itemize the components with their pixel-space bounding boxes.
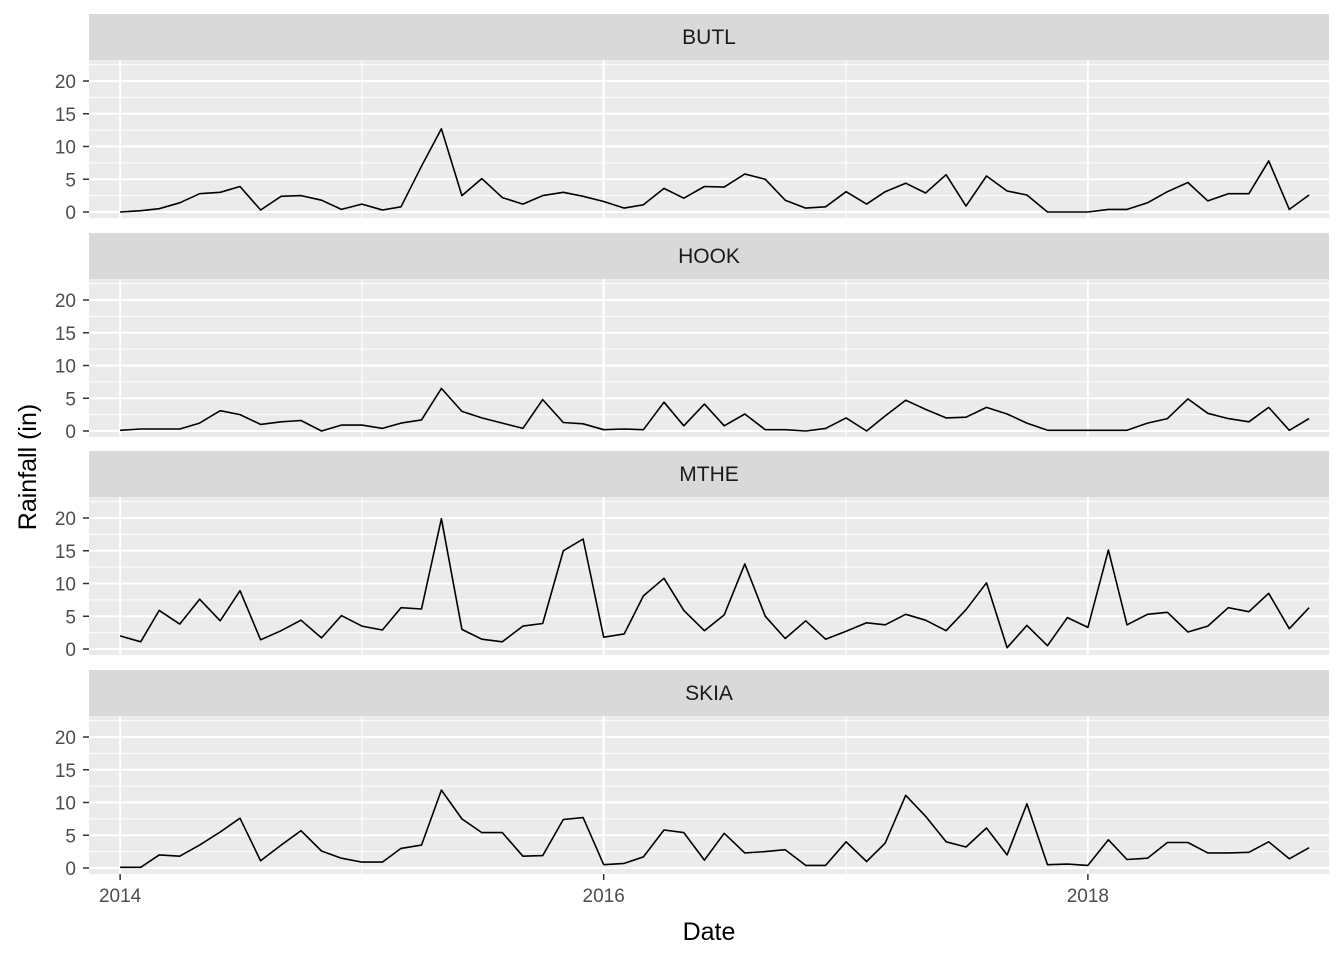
y-tick-label: 0 <box>65 640 76 661</box>
facet-strip-label: HOOK <box>678 245 740 268</box>
y-tick-label: 5 <box>65 607 76 628</box>
facet-panel-mthe: MTHE 0 5 10 15 20 <box>55 451 1329 661</box>
x-axis: 2014 2016 2018 <box>99 874 1109 907</box>
y-tick-label: 5 <box>65 826 76 847</box>
facet-strip <box>89 451 1329 497</box>
y-tick-label: 20 <box>55 728 76 749</box>
facet-panel-skia: SKIA 0 5 10 15 20 <box>55 670 1329 880</box>
y-tick-label: 15 <box>55 105 76 126</box>
facet-strip <box>89 233 1329 279</box>
y-tick-label: 10 <box>55 794 76 815</box>
panel-background <box>89 716 1329 874</box>
y-tick-label: 0 <box>65 422 76 443</box>
y-tick-label: 10 <box>55 357 76 378</box>
y-tick-label: 5 <box>65 170 76 191</box>
facet-strip <box>89 14 1329 60</box>
y-tick-label: 0 <box>65 203 76 224</box>
y-tick-label: 20 <box>55 291 76 312</box>
x-axis-title: Date <box>683 918 736 946</box>
facet-panels: BUTL05101520HOOK05101520MTHE05101520SKIA… <box>55 14 1329 880</box>
series-line-butl <box>120 128 1310 213</box>
facet-strip-label: SKIA <box>685 682 733 705</box>
y-tick-label: 5 <box>65 389 76 410</box>
x-tick-label: 2014 <box>99 886 142 907</box>
y-tick-label: 15 <box>55 324 76 345</box>
series-line-skia <box>120 789 1310 869</box>
facet-strip <box>89 670 1329 716</box>
y-tick-label: 15 <box>55 542 76 563</box>
facet-strip-label: BUTL <box>682 26 736 49</box>
facet-panel-hook: HOOK 0 5 10 15 20 <box>55 233 1329 443</box>
x-tick-label: 2016 <box>583 886 625 907</box>
panel-background <box>89 279 1329 437</box>
panel-background <box>89 60 1329 218</box>
series-line-mthe <box>119 517 1310 649</box>
facet-strip-label: MTHE <box>679 463 739 486</box>
y-tick-label: 20 <box>55 509 76 530</box>
y-tick-label: 20 <box>55 72 76 93</box>
panel-background <box>89 497 1329 655</box>
y-tick-label: 0 <box>65 859 76 880</box>
facet-panel-butl: BUTL 0 5 10 15 20 <box>55 14 1329 224</box>
series-line-hook <box>120 387 1310 432</box>
y-tick-label: 10 <box>55 138 76 159</box>
x-tick-label: 2018 <box>1067 886 1109 907</box>
y-tick-label: 10 <box>55 575 76 596</box>
y-tick-label: 15 <box>55 761 76 782</box>
y-axis-title: Rainfall (in) <box>14 404 42 530</box>
